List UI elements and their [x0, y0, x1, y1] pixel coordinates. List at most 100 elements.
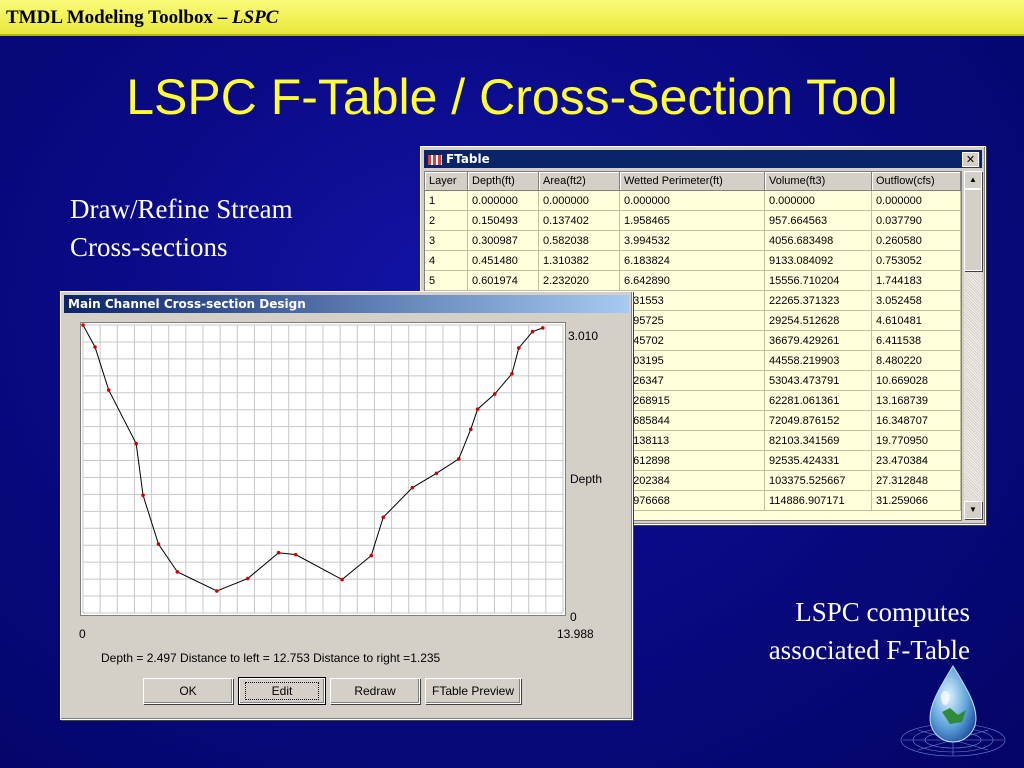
scroll-thumb[interactable] — [964, 189, 982, 271]
profile-point[interactable] — [340, 577, 344, 582]
table-cell[interactable]: 9133.084092 — [764, 250, 872, 271]
cross-section-titlebar[interactable]: Main Channel Cross-section Design — [64, 295, 629, 313]
ok-button[interactable]: OK — [143, 678, 233, 704]
profile-point[interactable] — [492, 392, 497, 396]
table-cell[interactable]: 29254.512628 — [764, 310, 872, 331]
table-cell[interactable]: 16.348707 — [871, 410, 961, 431]
table-cell[interactable]: .045702 — [619, 330, 765, 351]
table-cell[interactable]: 13.168739 — [871, 390, 961, 411]
scroll-up-icon[interactable]: ▲ — [964, 171, 982, 189]
column-header[interactable]: Area(ft2) — [538, 172, 620, 191]
profile-point[interactable] — [369, 553, 374, 558]
table-cell[interactable]: 36679.429261 — [764, 330, 872, 351]
profile-point[interactable] — [468, 427, 473, 432]
table-cell[interactable]: 22265.371323 — [764, 290, 872, 311]
profile-point[interactable] — [215, 589, 219, 593]
table-cell[interactable]: 0.000000 — [764, 190, 872, 211]
profile-point[interactable] — [93, 345, 97, 349]
table-cell[interactable]: 0.601974 — [467, 270, 539, 291]
table-cell[interactable]: 114886.907171 — [764, 490, 872, 511]
table-cell[interactable]: 44558.219903 — [764, 350, 872, 371]
table-row[interactable]: 4 0.451480 1.310382 6.183824 9133.084092 0.75… — [425, 250, 961, 271]
table-cell[interactable]: 0.582038 — [538, 230, 620, 251]
profile-point[interactable] — [517, 346, 521, 350]
table-row[interactable]: 2 0.150493 0.137402 1.958465 957.664563 0.037… — [425, 210, 961, 231]
table-cell[interactable]: 4 — [425, 250, 468, 271]
table-cell[interactable]: 6.642890 — [619, 270, 765, 291]
table-cell[interactable]: 92535.424331 — [764, 450, 872, 471]
table-cell[interactable]: 1.138113 — [619, 430, 765, 451]
table-row[interactable]: 1 0.000000 0.000000 0.000000 0.000000 0.00000… — [425, 190, 961, 211]
table-cell[interactable]: 62281.061361 — [764, 390, 872, 411]
table-cell[interactable]: 27.312848 — [871, 470, 961, 491]
table-cell[interactable]: 53043.473791 — [764, 370, 872, 391]
table-cell[interactable]: 2.232020 — [538, 270, 620, 291]
table-cell[interactable]: 1.612898 — [619, 450, 765, 471]
table-cell[interactable]: 4.610481 — [871, 310, 961, 331]
ftable-preview-button[interactable]: FTable Preview — [425, 678, 521, 704]
table-cell[interactable]: 82103.341569 — [764, 430, 872, 451]
table-cell[interactable]: 5 — [425, 270, 468, 291]
table-cell[interactable]: 3.994532 — [619, 230, 765, 251]
profile-point[interactable] — [134, 441, 138, 446]
column-header[interactable]: Volume(ft3) — [764, 172, 872, 191]
profile-point[interactable] — [245, 576, 250, 581]
column-header[interactable]: Depth(ft) — [467, 172, 539, 191]
scroll-down-icon[interactable]: ▼ — [964, 501, 982, 519]
profile-point[interactable] — [293, 552, 298, 557]
table-cell[interactable]: 10.669028 — [871, 370, 961, 391]
table-cell[interactable]: 0.000000 — [467, 190, 539, 211]
table-cell[interactable]: 19.770950 — [871, 430, 961, 451]
table-cell[interactable]: 6.411538 — [871, 330, 961, 351]
profile-point[interactable] — [541, 326, 545, 330]
profile-point[interactable] — [456, 457, 461, 461]
table-cell[interactable]: 0.137402 — [538, 210, 620, 231]
profile-point[interactable] — [141, 493, 145, 498]
table-cell[interactable]: 3.052458 — [871, 290, 961, 311]
table-cell[interactable]: 8.480220 — [871, 350, 961, 371]
table-cell[interactable]: 957.664563 — [764, 210, 872, 231]
table-cell[interactable]: 0.451480 — [467, 250, 539, 271]
table-cell[interactable]: 15556.710204 — [764, 270, 872, 291]
table-cell[interactable]: 72049.876152 — [764, 410, 872, 431]
edit-button[interactable]: Edit — [238, 677, 326, 705]
table-cell[interactable]: .031553 — [619, 290, 765, 311]
profile-point[interactable] — [434, 471, 439, 476]
profile-point[interactable] — [530, 329, 535, 334]
column-header[interactable]: Wetted Perimeter(ft) — [619, 172, 765, 191]
table-cell[interactable]: 0.268915 — [619, 390, 765, 411]
profile-point[interactable] — [156, 542, 161, 546]
cross-section-svg[interactable] — [81, 323, 565, 615]
profile-point[interactable] — [106, 388, 111, 392]
table-cell[interactable]: 3 — [425, 230, 468, 251]
profile-point[interactable] — [381, 515, 386, 520]
ftable-titlebar[interactable]: FTable ✕ — [424, 150, 982, 168]
table-cell[interactable]: 2.976668 — [619, 490, 765, 511]
table-cell[interactable]: 0.000000 — [871, 190, 961, 211]
table-row[interactable]: 5 0.601974 2.232020 6.642890 15556.710204 1.7… — [425, 270, 961, 291]
table-cell[interactable]: 0.150493 — [467, 210, 539, 231]
table-cell[interactable]: .426347 — [619, 370, 765, 391]
table-cell[interactable]: 4056.683498 — [764, 230, 872, 251]
table-cell[interactable]: 0.260580 — [871, 230, 961, 251]
column-header[interactable]: Outflow(cfs) — [871, 172, 961, 191]
table-cell[interactable]: 0.000000 — [538, 190, 620, 211]
table-row[interactable]: 3 0.300987 0.582038 3.994532 4056.683498 0.26… — [425, 230, 961, 251]
table-cell[interactable]: .495725 — [619, 310, 765, 331]
redraw-button[interactable]: Redraw — [330, 678, 420, 704]
profile-point[interactable] — [475, 407, 480, 411]
table-cell[interactable]: 2.202384 — [619, 470, 765, 491]
table-cell[interactable]: 0.000000 — [619, 190, 765, 211]
table-cell[interactable]: 1 — [425, 190, 468, 211]
profile-point[interactable] — [410, 485, 415, 490]
profile-point[interactable] — [276, 550, 281, 555]
table-cell[interactable]: 31.259066 — [871, 490, 961, 511]
table-cell[interactable]: .603195 — [619, 350, 765, 371]
table-cell[interactable]: 23.470384 — [871, 450, 961, 471]
profile-point[interactable] — [175, 570, 180, 574]
table-cell[interactable]: 0.753052 — [871, 250, 961, 271]
table-cell[interactable]: 0.685844 — [619, 410, 765, 431]
table-cell[interactable]: 1.958465 — [619, 210, 765, 231]
profile-point[interactable] — [510, 371, 514, 376]
profile-point[interactable] — [81, 323, 85, 327]
